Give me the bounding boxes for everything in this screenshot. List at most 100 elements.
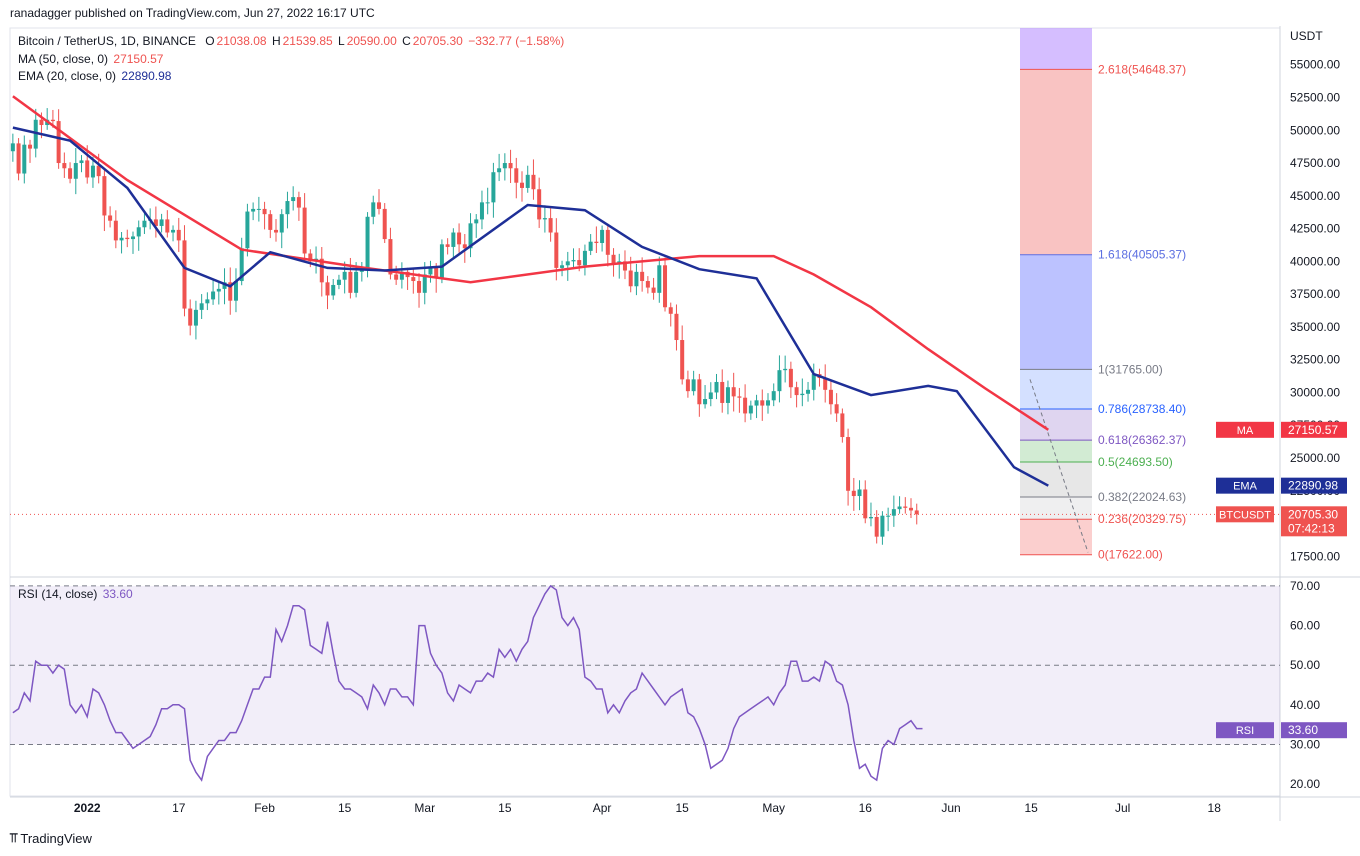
candle-body [228, 282, 233, 301]
badge-value-label: 33.60 [1288, 723, 1318, 737]
time-tick-label: 15 [338, 801, 352, 815]
candle-body [628, 270, 633, 287]
rsi-value-badge: RSI 33.60 [1216, 722, 1347, 739]
candle-body [479, 202, 484, 220]
candle-body [674, 313, 679, 341]
candle-body [582, 250, 587, 266]
candle-body [245, 211, 250, 249]
badge-tag [1216, 421, 1274, 438]
candle-body [62, 163, 67, 169]
candle-body [806, 389, 811, 394]
rsi-tick-label: 60.00 [1290, 619, 1320, 633]
candle-body [319, 258, 324, 283]
price-chart[interactable]: USDT17500.0020000.0022500.0025000.002750… [0, 26, 1360, 826]
candle-body [502, 163, 507, 169]
candle-body [159, 219, 164, 226]
fib-zone [1020, 497, 1092, 520]
price-tick-label: 55000.00 [1290, 58, 1340, 72]
candle-body [531, 174, 536, 190]
ema-20-line [12, 126, 1049, 487]
candle-body [205, 299, 210, 304]
candle-body [28, 144, 33, 149]
candle-body [233, 281, 238, 301]
candle-body [468, 223, 473, 249]
badge-tag [1216, 477, 1274, 494]
candle-body [251, 208, 256, 212]
candle-body [743, 397, 748, 414]
fib-level-label: 0.618(26362.37) [1098, 433, 1186, 447]
candle-body [588, 241, 593, 251]
candle-body [428, 267, 433, 275]
fib-zone [1020, 519, 1092, 555]
fib-trend-line [1029, 379, 1089, 553]
candle-body [222, 282, 227, 289]
time-tick-label: 18 [1208, 801, 1222, 815]
candle-body [514, 168, 519, 183]
time-tick-label: Feb [254, 801, 275, 815]
badge-value [1281, 421, 1347, 438]
candle-body [594, 241, 599, 244]
candle-body [560, 265, 565, 268]
candle-body [840, 413, 845, 438]
candle-body [508, 163, 513, 169]
candle-body [760, 400, 765, 406]
tradingview-logo-icon: ⫪ [10, 830, 17, 845]
legend-symbol-row: Bitcoin / TetherUS, 1D, BINANCE O 21038.0… [18, 34, 566, 48]
candle-body [113, 220, 118, 241]
candle-body [577, 260, 582, 266]
legend-ema-row: EMA (20, close, 0) 22890.98 [18, 69, 173, 83]
candle-body [651, 287, 656, 293]
fib-level-label: 1.618(40505.37) [1098, 248, 1186, 262]
badge-tag [1216, 506, 1274, 523]
candle-body [119, 237, 124, 241]
fibonacci-extension: 0(17622.00) 0.236(20329.75) 0.382(22024.63… [1020, 28, 1186, 562]
candle-body [291, 197, 296, 202]
candle-body [828, 389, 833, 405]
legend-rsi-row: RSI (14, close) 33.60 [18, 587, 135, 601]
candle-body [897, 506, 902, 510]
candle-body [239, 248, 244, 282]
candle-body [520, 182, 525, 188]
footer-brand[interactable]: ⫪ TradingView [10, 830, 92, 846]
legend-high: 21539.85 [282, 34, 333, 48]
time-tick-label: 17 [172, 801, 186, 815]
candle-body [302, 207, 307, 254]
legend-change: −332.77 (−1.58%) [468, 34, 565, 48]
candle-body [90, 165, 95, 178]
candle-body [571, 260, 576, 262]
badge-value-label: 27150.57 [1288, 423, 1338, 437]
candle-body [765, 400, 770, 406]
candle-body [182, 240, 187, 309]
price-tick-label: 37500.00 [1290, 287, 1340, 301]
candle-body [388, 239, 393, 275]
candle-body [73, 163, 78, 179]
candle-body [176, 229, 181, 241]
badge-value [1281, 477, 1347, 494]
candle-body [331, 284, 336, 296]
candle-body [10, 143, 15, 152]
candle-body [680, 340, 685, 380]
candle-body [537, 189, 542, 220]
candle-body [376, 202, 381, 209]
candle-body [142, 220, 147, 228]
price-tick-label: 32500.00 [1290, 353, 1340, 367]
candle-body [685, 379, 690, 392]
candle-body [102, 176, 107, 216]
legend-rsi-value: 33.60 [102, 587, 133, 601]
badge-value-label: 20705.30 [1288, 507, 1338, 521]
fib-level-label: 0.786(28738.40) [1098, 402, 1186, 416]
legend-ma-row: MA (50, close, 0) 27150.57 [18, 52, 165, 66]
candle-body [663, 265, 668, 308]
candle-body [754, 400, 759, 406]
badge-tag [1216, 722, 1274, 739]
candle-body [285, 201, 290, 215]
candle-body [451, 232, 456, 247]
candle-body [336, 279, 341, 285]
candle-body [491, 172, 496, 203]
time-tick-label: Apr [593, 801, 612, 815]
candle-body [199, 303, 204, 310]
candle-body [279, 214, 284, 233]
candle-body [439, 244, 444, 279]
candle-body [417, 281, 422, 293]
fib-level-label: 1(31765.00) [1098, 362, 1163, 376]
